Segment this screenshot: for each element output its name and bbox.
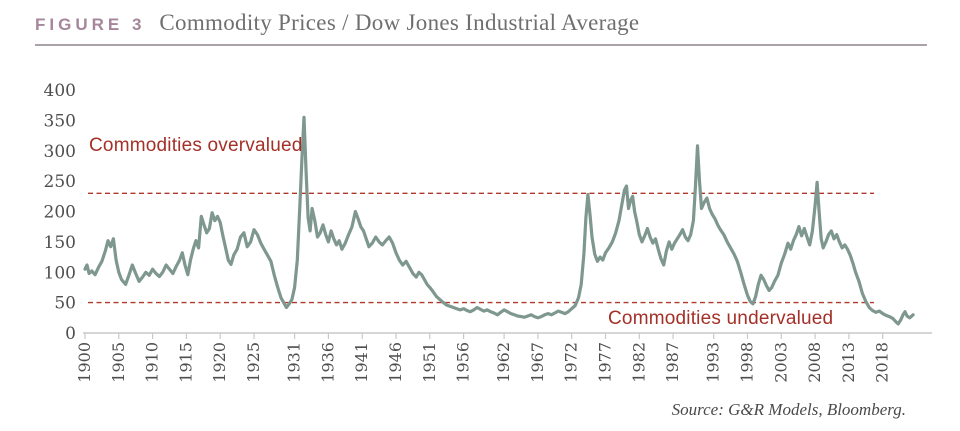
y-axis-tick-label: 350: [44, 111, 76, 131]
x-axis-tick-label: 1982: [629, 342, 648, 383]
x-axis-tick-label: 1956: [454, 342, 473, 383]
x-axis-tick-label: 1972: [562, 342, 581, 383]
source-credit: Source: G&R Models, Bloomberg.: [671, 400, 906, 419]
x-axis-tick-label: 1900: [75, 342, 94, 383]
y-axis-tick-label: 400: [44, 81, 76, 101]
x-axis-tick-label: 1951: [420, 342, 439, 383]
figure-number-label: FIGURE 3: [35, 15, 146, 34]
y-axis-tick-label: 250: [44, 172, 76, 192]
x-axis-tick-label: 1977: [596, 342, 615, 383]
figure-title: Commodity Prices / Dow Jones Industrial …: [159, 10, 640, 35]
y-axis-tick-label: 300: [44, 142, 76, 162]
y-axis-tick-label: 50: [54, 294, 76, 314]
x-axis-tick-label: 1936: [318, 342, 337, 383]
x-axis-tick-label: 1946: [386, 342, 405, 383]
x-axis-tick-label: 1962: [494, 342, 513, 383]
title-divider-rule: [35, 44, 927, 46]
overvalued-annotation: Commodities overvalued: [89, 135, 303, 156]
x-axis-tick-label: 1941: [352, 342, 371, 383]
x-axis-tick-label: 1987: [663, 342, 682, 383]
x-axis-tick-label: 2018: [873, 342, 892, 383]
x-axis-tick-label: 1915: [176, 342, 195, 383]
x-axis-tick-label: 2003: [771, 342, 790, 383]
x-axis-tick-label: 1931: [285, 342, 304, 383]
y-axis-tick-label: 0: [65, 324, 76, 344]
x-axis-tick-label: 2008: [805, 342, 824, 383]
x-axis-tick-label: 1910: [143, 342, 162, 383]
y-axis-tick-label: 150: [44, 233, 76, 253]
y-axis-tick-label: 100: [44, 263, 76, 283]
x-axis-tick-label: 2013: [839, 342, 858, 383]
x-axis-tick-label: 1925: [244, 342, 263, 383]
x-axis-tick-label: 1920: [210, 342, 229, 383]
y-axis-tick-label: 200: [44, 203, 76, 223]
x-axis-tick-label: 1998: [738, 342, 757, 383]
x-axis-tick-label: 1993: [704, 342, 723, 383]
ratio-series-line: [83, 115, 915, 326]
undervalued-annotation: Commodities undervalued: [608, 308, 834, 329]
figure-header: FIGURE 3 Commodity Prices / Dow Jones In…: [35, 10, 639, 36]
x-axis-tick-label: 1905: [109, 342, 128, 383]
x-axis-tick-label: 1967: [528, 342, 547, 383]
